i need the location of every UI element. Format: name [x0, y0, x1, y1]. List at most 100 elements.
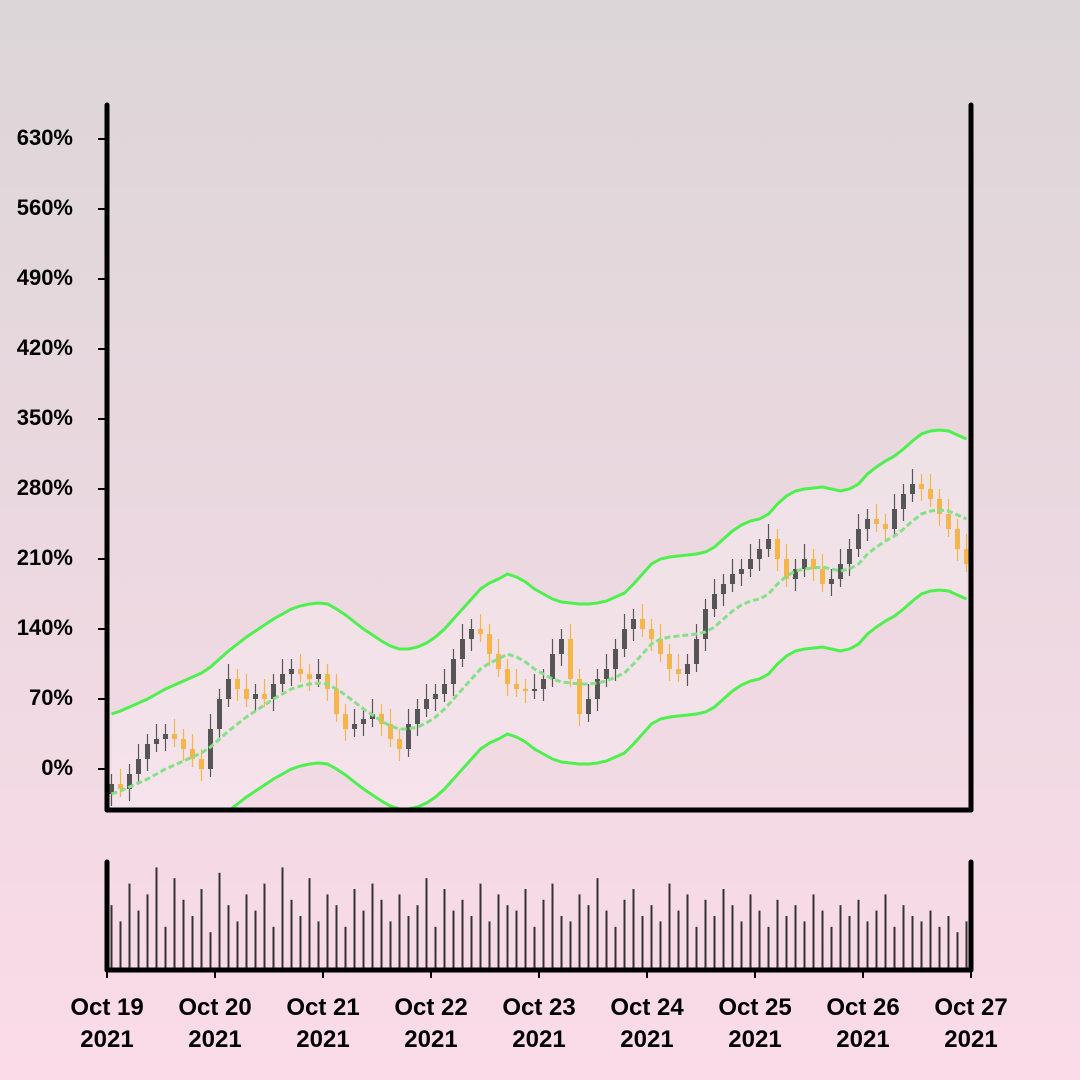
candle-body	[118, 784, 123, 789]
volume-bar	[668, 883, 671, 970]
candle-body	[541, 679, 546, 689]
volume-bar	[308, 878, 311, 970]
y-tick-label: 280%	[17, 475, 73, 500]
volume-bar	[956, 932, 959, 970]
candle-body	[244, 689, 249, 699]
volume-bar	[236, 921, 239, 970]
upper-band	[111, 428, 968, 716]
candle-body	[649, 629, 654, 639]
candle-body	[919, 484, 924, 489]
x-tick-label: Oct 26 2021	[826, 994, 900, 1053]
candle-body	[361, 719, 366, 724]
volume-bar	[875, 910, 878, 970]
volume-bar	[146, 894, 149, 970]
candle-body	[757, 549, 762, 559]
volume-bar	[290, 899, 293, 970]
candle-body	[568, 639, 573, 679]
candle-body	[946, 514, 951, 529]
candle-body	[487, 634, 492, 654]
candle-body	[622, 629, 627, 649]
middle-band	[111, 508, 968, 796]
candle-body	[937, 499, 942, 514]
volume-bar	[254, 910, 257, 970]
volume-bar	[506, 905, 509, 970]
volume-bar	[434, 926, 437, 970]
x-tick-label: Oct 19 2021	[70, 994, 144, 1053]
volume-bar	[497, 894, 500, 970]
candle-body	[514, 684, 519, 689]
candle-body	[199, 759, 204, 769]
volume-bar	[245, 894, 248, 970]
volume-bar	[479, 883, 482, 970]
candle-body	[424, 699, 429, 709]
candle-body	[712, 594, 717, 609]
candle-body	[811, 559, 816, 569]
volume-bar	[425, 878, 428, 970]
volume-bar	[452, 910, 455, 970]
candle-body	[577, 679, 582, 714]
volume-bar	[569, 921, 572, 970]
candle-body	[595, 679, 600, 699]
candle-body	[667, 654, 672, 669]
volume-bar	[353, 889, 356, 970]
volume-bar	[578, 894, 581, 970]
candle-body	[280, 674, 285, 684]
volume-bar	[299, 916, 302, 970]
volume-bar	[695, 926, 698, 970]
volume-bar	[965, 921, 968, 970]
candle-body	[631, 619, 636, 629]
candle-body	[307, 674, 312, 679]
y-tick-label: 210%	[17, 545, 73, 570]
candle-body	[685, 664, 690, 674]
volume-bar	[317, 921, 320, 970]
volume-bar	[110, 905, 113, 970]
candle-body	[550, 654, 555, 679]
volume-bar	[137, 910, 140, 970]
volume-bar	[605, 910, 608, 970]
candle-body	[235, 679, 240, 689]
volume-bar	[227, 905, 230, 970]
volume-bar	[632, 889, 635, 970]
volume-bar	[542, 899, 545, 970]
y-tick-label: 70%	[29, 685, 73, 710]
candle-body	[406, 724, 411, 749]
candle-body	[334, 689, 339, 714]
candle-body	[928, 489, 933, 499]
x-tick-label: Oct 22 2021	[394, 994, 468, 1053]
candle-body	[217, 699, 222, 729]
candle-body	[775, 539, 780, 559]
x-tick-label: Oct 24 2021	[610, 994, 684, 1053]
volume-bar	[830, 926, 833, 970]
candle-body	[226, 679, 231, 699]
lower-band	[227, 588, 968, 810]
x-tick-label: Oct 21 2021	[286, 994, 360, 1053]
volume-bar	[722, 889, 725, 970]
volume-bar	[659, 921, 662, 970]
volume-bar	[749, 894, 752, 970]
volume-bar	[443, 889, 446, 970]
candle-body	[658, 639, 663, 654]
volume-bar	[857, 899, 860, 970]
volume-bar	[335, 905, 338, 970]
candle-body	[190, 749, 195, 759]
volume-bar	[812, 894, 815, 970]
candle-body	[829, 579, 834, 584]
volume-bar	[164, 926, 167, 970]
candle-body	[838, 564, 843, 579]
candle-body	[127, 774, 132, 789]
candle-body	[316, 674, 321, 679]
volume-bar	[623, 899, 626, 970]
candle-body	[586, 699, 591, 714]
volume-bar	[281, 867, 284, 970]
candle-body	[379, 714, 384, 724]
candle-body	[883, 524, 888, 529]
volume-bar	[470, 916, 473, 970]
plot-area	[109, 428, 969, 810]
candle-body	[874, 519, 879, 524]
volume-bar	[209, 932, 212, 970]
candle-body	[298, 669, 303, 674]
candle-body	[559, 639, 564, 654]
volume-bar	[524, 889, 527, 970]
